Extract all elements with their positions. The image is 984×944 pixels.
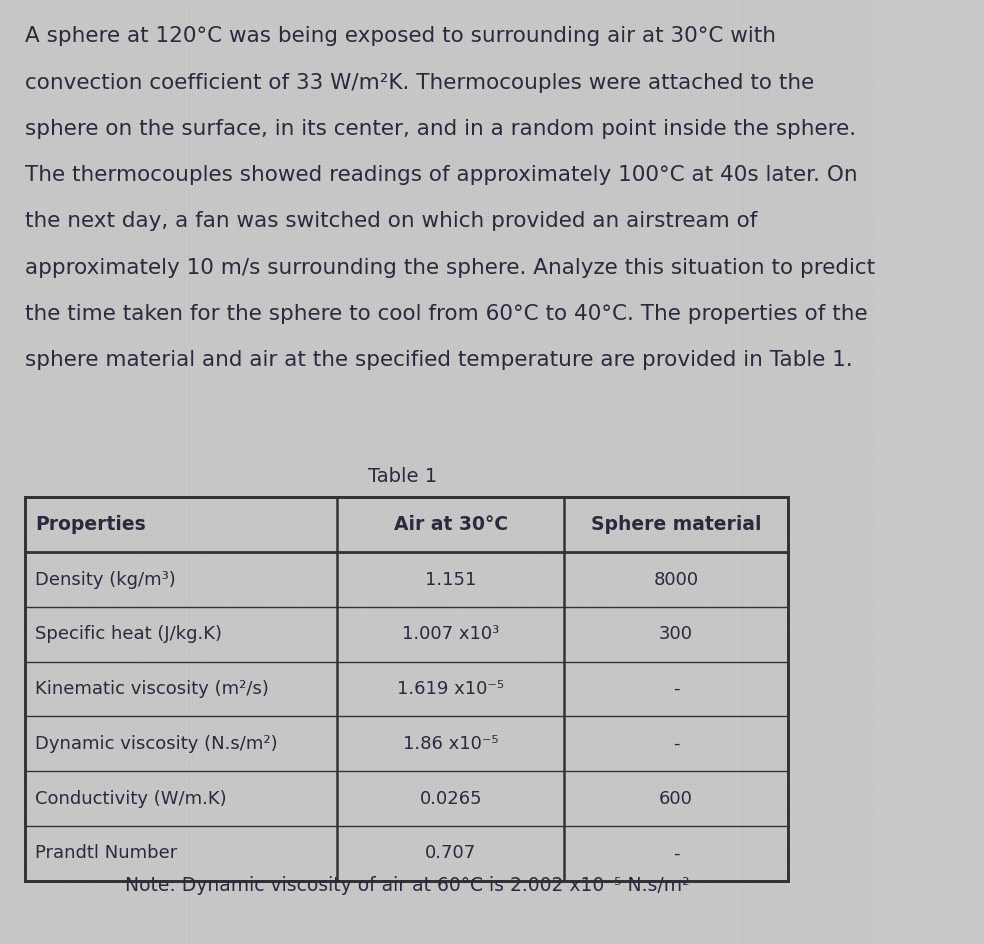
Bar — [25, 497, 787, 881]
Text: Note: Dynamic viscosity of air at 60°C is 2.002 x10⁻⁵ N.s/m²: Note: Dynamic viscosity of air at 60°C i… — [125, 876, 689, 895]
Text: Table 1: Table 1 — [368, 467, 437, 486]
Text: 0.707: 0.707 — [425, 844, 476, 863]
Text: the time taken for the sphere to cool from 60°C to 40°C. The properties of the: the time taken for the sphere to cool fr… — [25, 304, 867, 324]
Text: -: - — [673, 844, 679, 863]
Text: Dynamic viscosity (N.s/m²): Dynamic viscosity (N.s/m²) — [35, 734, 277, 753]
Text: 1.151: 1.151 — [425, 570, 476, 589]
Text: 0.0265: 0.0265 — [419, 789, 482, 808]
Text: Properties: Properties — [35, 515, 146, 534]
Text: 8000: 8000 — [653, 570, 699, 589]
Text: Conductivity (W/m.K): Conductivity (W/m.K) — [35, 789, 226, 808]
Text: sphere material and air at the specified temperature are provided in Table 1.: sphere material and air at the specified… — [25, 350, 852, 370]
Text: approximately 10 m/s surrounding the sphere. Analyze this situation to predict: approximately 10 m/s surrounding the sph… — [25, 258, 875, 278]
Text: Specific heat (J/kg.K): Specific heat (J/kg.K) — [35, 625, 222, 644]
Text: 1.619 x10⁻⁵: 1.619 x10⁻⁵ — [398, 680, 504, 699]
Text: sphere on the surface, in its center, and in a random point inside the sphere.: sphere on the surface, in its center, an… — [25, 119, 856, 139]
Text: the next day, a fan was switched on which provided an airstream of: the next day, a fan was switched on whic… — [25, 211, 757, 231]
Text: -: - — [673, 734, 679, 753]
Text: 1.86 x10⁻⁵: 1.86 x10⁻⁵ — [402, 734, 499, 753]
Text: convection coefficient of 33 W/m²K. Thermocouples were attached to the: convection coefficient of 33 W/m²K. Ther… — [25, 73, 814, 93]
Text: Density (kg/m³): Density (kg/m³) — [35, 570, 176, 589]
Text: Prandtl Number: Prandtl Number — [35, 844, 177, 863]
Text: 300: 300 — [659, 625, 693, 644]
Text: 1.007 x10³: 1.007 x10³ — [402, 625, 499, 644]
Text: -: - — [673, 680, 679, 699]
Text: 600: 600 — [659, 789, 693, 808]
Text: Kinematic viscosity (m²/s): Kinematic viscosity (m²/s) — [35, 680, 269, 699]
Text: A sphere at 120°C was being exposed to surrounding air at 30°C with: A sphere at 120°C was being exposed to s… — [25, 26, 775, 46]
Text: The thermocouples showed readings of approximately 100°C at 40s later. On: The thermocouples showed readings of app… — [25, 165, 857, 185]
Text: Air at 30°C: Air at 30°C — [394, 515, 508, 534]
Text: Sphere material: Sphere material — [590, 515, 762, 534]
